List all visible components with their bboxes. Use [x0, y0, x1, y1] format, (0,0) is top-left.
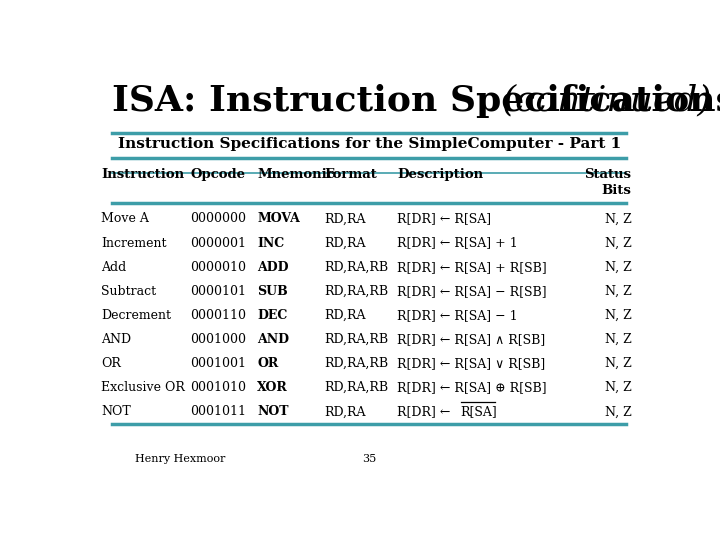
Text: (continued): (continued) [501, 84, 712, 118]
Text: N, Z: N, Z [605, 357, 631, 370]
Text: Henry Hexmoor: Henry Hexmoor [135, 454, 225, 464]
Text: R[DR] ← R[SA] ∧ R[SB]: R[DR] ← R[SA] ∧ R[SB] [397, 333, 545, 346]
Text: Description: Description [397, 168, 483, 181]
Text: XOR: XOR [258, 381, 288, 394]
Text: N, Z: N, Z [605, 212, 631, 225]
Text: 0001010: 0001010 [190, 381, 246, 394]
Text: RD,RA,RB: RD,RA,RB [324, 285, 389, 298]
Text: RD,RA,RB: RD,RA,RB [324, 357, 389, 370]
Text: 0001001: 0001001 [190, 357, 246, 370]
Text: Subtract: Subtract [101, 285, 156, 298]
Text: N, Z: N, Z [605, 309, 631, 322]
Text: 0001000: 0001000 [190, 333, 246, 346]
Text: NOT: NOT [101, 406, 131, 419]
Text: N, Z: N, Z [605, 381, 631, 394]
Text: Move A: Move A [101, 212, 149, 225]
Text: R[DR] ← R[SA] − R[SB]: R[DR] ← R[SA] − R[SB] [397, 285, 546, 298]
Text: RD,RA: RD,RA [324, 309, 366, 322]
Text: RD,RA,RB: RD,RA,RB [324, 381, 389, 394]
Text: 0000101: 0000101 [190, 285, 246, 298]
Text: Increment: Increment [101, 237, 166, 249]
Text: NOT: NOT [258, 406, 289, 419]
Text: Status: Status [584, 168, 631, 181]
Text: OR: OR [258, 357, 279, 370]
Text: OR: OR [101, 357, 121, 370]
Text: R[DR] ←: R[DR] ← [397, 406, 454, 419]
Text: 0000000: 0000000 [190, 212, 246, 225]
Text: Opcode: Opcode [190, 168, 246, 181]
Text: Instruction Specifications for the SimpleComputer - Part 1: Instruction Specifications for the Simpl… [118, 137, 621, 151]
Text: Add: Add [101, 261, 127, 274]
Text: ADD: ADD [258, 261, 289, 274]
Text: Instruction: Instruction [101, 168, 184, 181]
Text: N, Z: N, Z [605, 406, 631, 419]
Text: Mnemonic: Mnemonic [258, 168, 335, 181]
Text: N, Z: N, Z [605, 285, 631, 298]
Text: RD,RA: RD,RA [324, 212, 366, 225]
Text: SUB: SUB [258, 285, 288, 298]
Text: DEC: DEC [258, 309, 288, 322]
Text: Bits: Bits [601, 184, 631, 197]
Text: R[DR] ← R[SA] ∨ R[SB]: R[DR] ← R[SA] ∨ R[SB] [397, 357, 545, 370]
Text: INC: INC [258, 237, 284, 249]
Text: R[SA]: R[SA] [461, 406, 498, 419]
Text: RD,RA: RD,RA [324, 406, 366, 419]
Text: AND: AND [258, 333, 289, 346]
Text: Format: Format [324, 168, 377, 181]
Text: RD,RA,RB: RD,RA,RB [324, 333, 389, 346]
Text: N, Z: N, Z [605, 237, 631, 249]
Text: AND: AND [101, 333, 131, 346]
Text: 0000001: 0000001 [190, 237, 246, 249]
Text: 0000010: 0000010 [190, 261, 246, 274]
Text: 35: 35 [362, 454, 376, 464]
Text: R[DR] ← R[SA] ⊕ R[SB]: R[DR] ← R[SA] ⊕ R[SB] [397, 381, 546, 394]
Text: N, Z: N, Z [605, 333, 631, 346]
Text: Exclusive OR: Exclusive OR [101, 381, 185, 394]
Text: N, Z: N, Z [605, 261, 631, 274]
Text: Decrement: Decrement [101, 309, 171, 322]
Text: R[DR] ← R[SA] + R[SB]: R[DR] ← R[SA] + R[SB] [397, 261, 546, 274]
Text: R[DR] ← R[SA] + 1: R[DR] ← R[SA] + 1 [397, 237, 518, 249]
Text: 0001011: 0001011 [190, 406, 246, 419]
Text: MOVA: MOVA [258, 212, 300, 225]
Text: RD,RA,RB: RD,RA,RB [324, 261, 389, 274]
Text: 0000110: 0000110 [190, 309, 246, 322]
Text: R[DR] ← R[SA]: R[DR] ← R[SA] [397, 212, 491, 225]
Text: RD,RA: RD,RA [324, 237, 366, 249]
Text: R[DR] ← R[SA] − 1: R[DR] ← R[SA] − 1 [397, 309, 518, 322]
Text: ISA: Instruction Specifications: ISA: Instruction Specifications [112, 84, 720, 118]
